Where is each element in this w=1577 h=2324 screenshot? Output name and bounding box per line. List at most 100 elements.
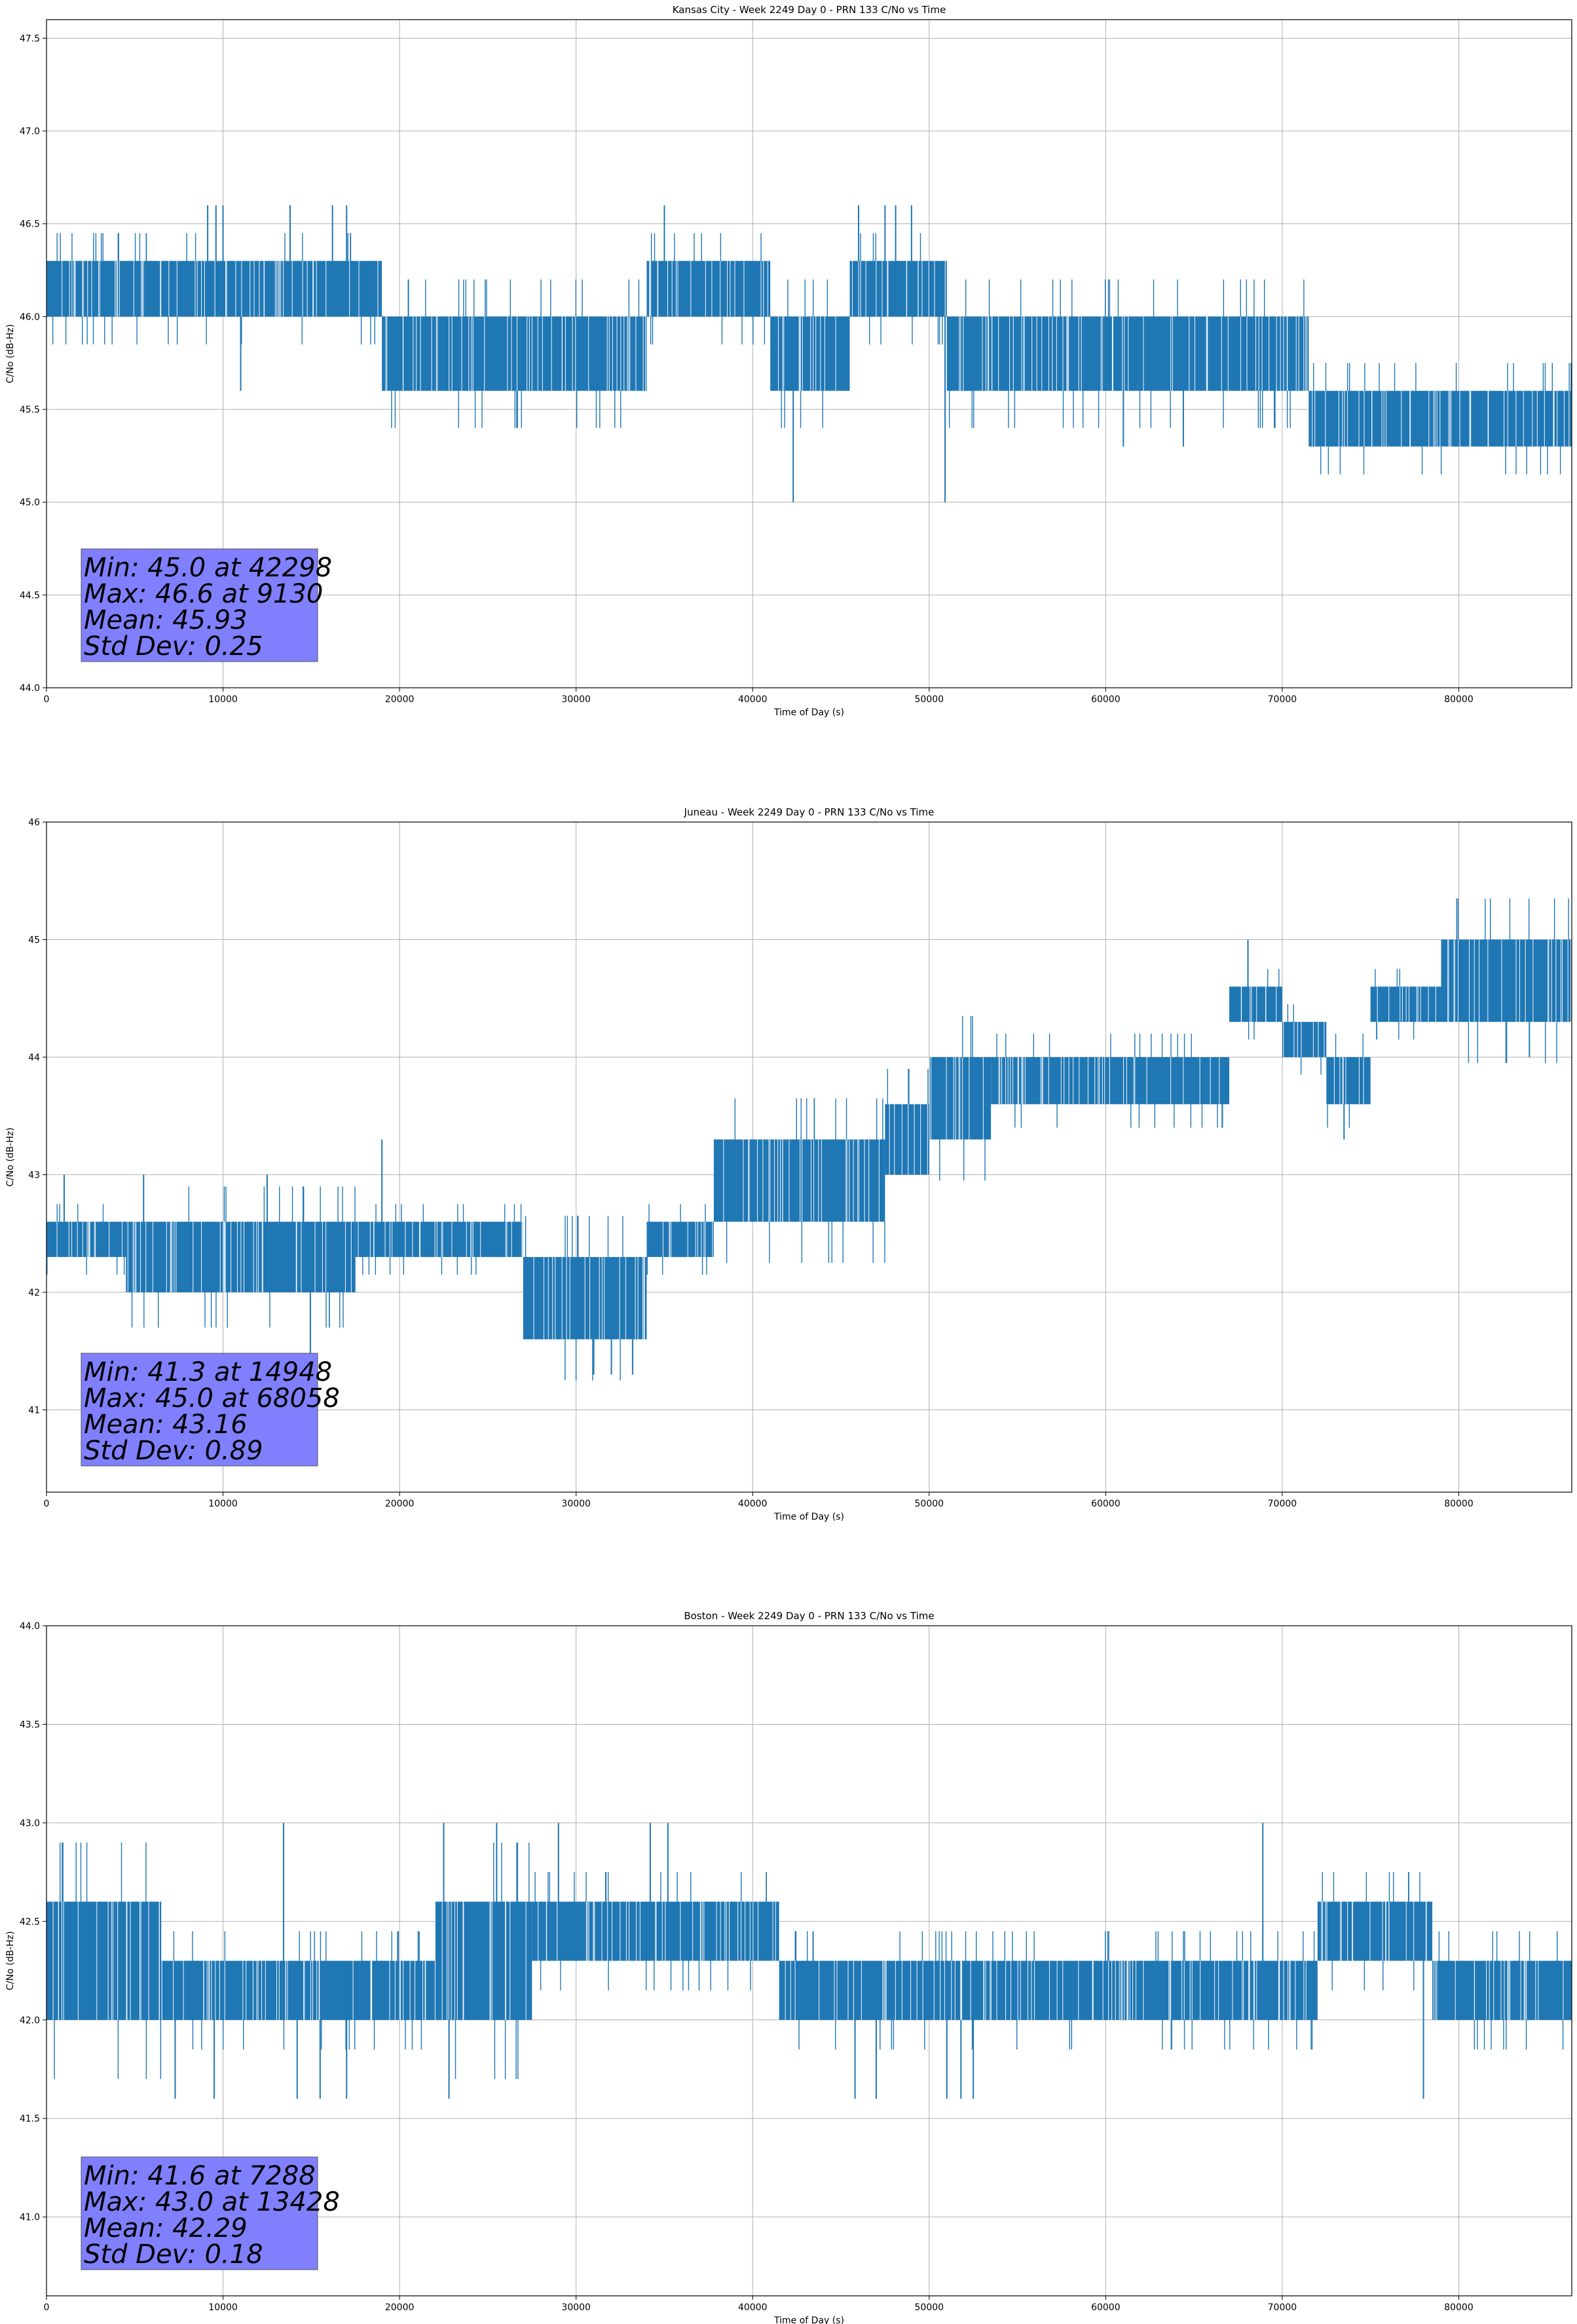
y-axis-label: C/No (dB-Hz) bbox=[5, 324, 16, 383]
y-tick-label: 47.0 bbox=[20, 126, 40, 137]
y-tick-label: 46 bbox=[28, 817, 40, 828]
y-axis-label: C/No (dB-Hz) bbox=[5, 1127, 16, 1186]
y-tick-label: 46.0 bbox=[20, 312, 40, 322]
stats-line: Min: 41.3 at 14948 bbox=[84, 1357, 332, 1387]
x-tick-label: 40000 bbox=[738, 694, 768, 705]
data-layer bbox=[46, 898, 1572, 1381]
x-axis-label: Time of Day (s) bbox=[773, 707, 844, 718]
y-tick-label: 46.5 bbox=[20, 219, 40, 230]
x-tick-label: 20000 bbox=[385, 2302, 415, 2313]
x-tick-label: 70000 bbox=[1268, 694, 1297, 705]
series-band bbox=[1326, 1057, 1371, 1104]
stats-line: Max: 46.6 at 9130 bbox=[84, 579, 323, 609]
series-band bbox=[885, 1104, 929, 1175]
series-band bbox=[161, 1960, 436, 2020]
stats-box-background bbox=[81, 548, 318, 662]
x-tick-label: 70000 bbox=[1268, 2302, 1297, 2313]
y-tick-label: 44.0 bbox=[20, 683, 40, 694]
y-tick-label: 45 bbox=[28, 935, 40, 945]
data-layer bbox=[46, 1822, 1572, 2099]
series-band bbox=[435, 1902, 532, 2020]
stats-line: Mean: 42.29 bbox=[84, 2213, 248, 2243]
series-band bbox=[770, 316, 850, 391]
y-tick-label: 45.5 bbox=[20, 405, 40, 415]
series-band bbox=[779, 1960, 1318, 2020]
y-tick-label: 41.0 bbox=[20, 2213, 40, 2223]
x-tick-label: 50000 bbox=[915, 694, 944, 705]
stats-line: Std Dev: 0.89 bbox=[84, 1436, 263, 1466]
stats-line: Min: 45.0 at 42298 bbox=[84, 553, 332, 583]
axes-frame bbox=[46, 821, 1572, 1493]
axes-frame bbox=[46, 1625, 1572, 2296]
stats-line: Std Dev: 0.18 bbox=[84, 2240, 263, 2270]
stats-box-background bbox=[81, 1353, 318, 1467]
x-tick-label: 0 bbox=[44, 1499, 50, 1509]
y-tick-label: 44.5 bbox=[20, 590, 40, 601]
y-tick-label: 41.5 bbox=[20, 2114, 40, 2124]
y-tick-label: 41 bbox=[28, 1405, 40, 1415]
series-band bbox=[355, 1222, 523, 1258]
y-tick-label: 45.0 bbox=[20, 498, 40, 508]
chart-title: Juneau - Week 2249 Day 0 - PRN 133 C/No … bbox=[684, 806, 935, 818]
x-tick-label: 80000 bbox=[1444, 2302, 1474, 2313]
y-axis-label: C/No (dB-Hz) bbox=[5, 1931, 16, 1990]
series-band bbox=[946, 316, 1309, 391]
stats-box-background bbox=[81, 2156, 318, 2270]
series-band bbox=[991, 1057, 1230, 1104]
series-band bbox=[713, 1139, 885, 1222]
x-tick-label: 60000 bbox=[1091, 2302, 1121, 2313]
x-tick-label: 70000 bbox=[1268, 1499, 1297, 1509]
x-tick-label: 30000 bbox=[561, 2302, 591, 2313]
x-tick-label: 0 bbox=[44, 2302, 50, 2313]
series-band bbox=[46, 1222, 126, 1258]
series-band bbox=[1432, 1960, 1572, 2020]
chart-title: Kansas City - Week 2249 Day 0 - PRN 133 … bbox=[673, 4, 946, 16]
series-band bbox=[1317, 1902, 1433, 1961]
y-tick-label: 42.5 bbox=[20, 1917, 40, 1927]
x-axis-label: Time of Day (s) bbox=[773, 2315, 844, 2324]
x-tick-label: 30000 bbox=[561, 1499, 591, 1509]
chart-panel-3: Boston - Week 2249 Day 0 - PRN 133 C/No … bbox=[5, 1610, 1572, 2324]
x-tick-label: 20000 bbox=[385, 1499, 415, 1509]
stats-line: Max: 43.0 at 13428 bbox=[84, 2187, 340, 2217]
axes-frame bbox=[46, 19, 1572, 688]
chart-panel-2: Juneau - Week 2249 Day 0 - PRN 133 C/No … bbox=[5, 806, 1572, 1522]
stats-line: Max: 45.0 at 68058 bbox=[84, 1383, 340, 1414]
y-tick-label: 43 bbox=[28, 1170, 40, 1180]
x-tick-label: 10000 bbox=[208, 694, 238, 705]
stats-line: Min: 41.6 at 7288 bbox=[84, 2161, 316, 2191]
data-layer bbox=[46, 205, 1572, 502]
series-band bbox=[1229, 986, 1282, 1022]
stats-line: Mean: 45.93 bbox=[84, 605, 248, 635]
series-band bbox=[46, 1902, 162, 2020]
y-tick-label: 47.5 bbox=[20, 33, 40, 44]
x-tick-label: 60000 bbox=[1091, 1499, 1121, 1509]
x-tick-label: 10000 bbox=[208, 1499, 238, 1509]
x-tick-label: 20000 bbox=[385, 694, 415, 705]
x-tick-label: 50000 bbox=[915, 1499, 944, 1509]
y-tick-label: 44.0 bbox=[20, 1621, 40, 1632]
series-band bbox=[646, 261, 771, 317]
x-tick-label: 80000 bbox=[1444, 694, 1474, 705]
x-tick-label: 50000 bbox=[915, 2302, 944, 2313]
y-tick-label: 43.5 bbox=[20, 1719, 40, 1730]
y-tick-label: 42 bbox=[28, 1288, 40, 1298]
x-tick-label: 30000 bbox=[561, 694, 591, 705]
chart-panel-1: Kansas City - Week 2249 Day 0 - PRN 133 … bbox=[5, 4, 1572, 718]
x-tick-label: 10000 bbox=[208, 2302, 238, 2313]
x-tick-label: 60000 bbox=[1091, 694, 1121, 705]
series-band bbox=[382, 316, 647, 391]
x-axis-label: Time of Day (s) bbox=[773, 1512, 844, 1522]
chart-title: Boston - Week 2249 Day 0 - PRN 133 C/No … bbox=[684, 1610, 934, 1622]
series-band bbox=[46, 261, 382, 317]
y-tick-label: 43.0 bbox=[20, 1818, 40, 1829]
stats-line: Mean: 43.16 bbox=[84, 1410, 248, 1440]
series-band bbox=[1441, 939, 1572, 1022]
stats-line: Std Dev: 0.25 bbox=[84, 631, 263, 662]
x-tick-label: 40000 bbox=[738, 1499, 768, 1509]
series-band bbox=[646, 1222, 714, 1258]
y-tick-label: 42.0 bbox=[20, 2015, 40, 2026]
